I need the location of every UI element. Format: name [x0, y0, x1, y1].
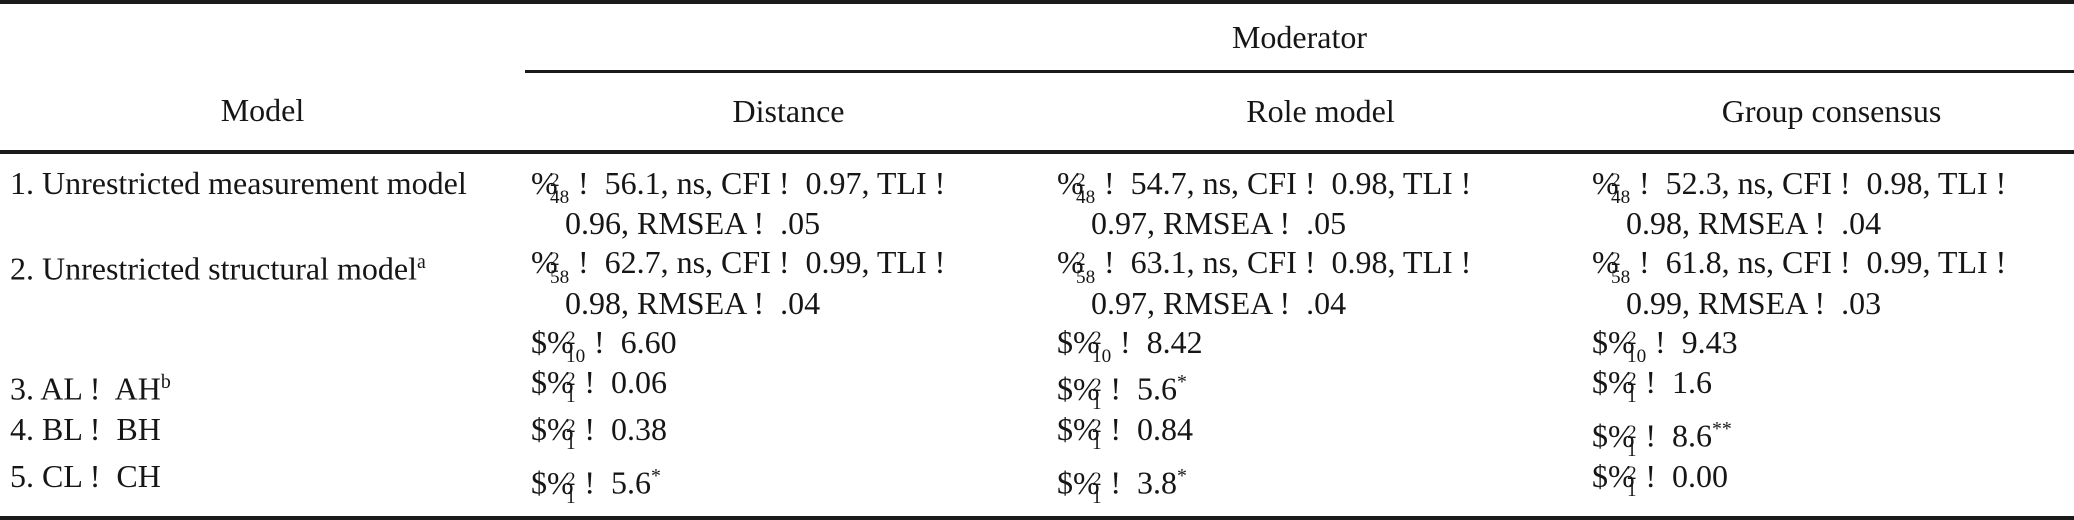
column-header-distance: Distance [525, 71, 1052, 154]
chi-square-glyph: % 2 58 [1592, 244, 1631, 288]
cell-distance: $% 2 1 ! 0.06 [525, 363, 1052, 410]
cell-line: 3. AL ! AHb [10, 370, 171, 407]
cell-role-model: $% 2 1 ! 5.6* [1052, 363, 1589, 414]
chi-square-glyph: % 2 1 [547, 363, 576, 408]
chi-square-glyph: % 2 10 [1608, 323, 1647, 367]
superscript: ** [1712, 417, 1732, 440]
cell-role-model: % 2 48 ! 54.7, ns, CFI ! 0.98, TLI ! 0.97, … [1052, 152, 1589, 243]
cell-model: 5. CL ! CH [0, 457, 525, 518]
superscript: * [1177, 464, 1187, 487]
cell-line: $% 2 10 ! 9.43 [1592, 323, 1738, 367]
cell-line: 0.98, RMSEA ! .04 [1626, 205, 1882, 242]
cell-group-consensus: % 2 58 ! 61.8, ns, CFI ! 0.99, TLI ! 0.99, … [1589, 243, 2074, 367]
cell-distance: $% 2 1 ! 5.6* [525, 457, 1052, 518]
cell-line: % 2 48 ! 54.7, ns, CFI ! 0.98, TLI ! [1057, 165, 1472, 209]
chi-square-glyph: % 2 48 [1057, 165, 1096, 209]
column-header-row: Model Distance Role model Group consensu… [0, 71, 2074, 154]
chi-square-glyph: % 2 58 [1057, 244, 1096, 288]
cell-model: 1. Unrestricted measurement model [0, 152, 525, 243]
chi-square-glyph: % 2 1 [1073, 410, 1102, 455]
cell-model: 4. BL ! BH [0, 410, 525, 457]
table-header: Moderator Model Distance Role model Grou… [0, 2, 2074, 154]
column-header-group-consensus: Group consensus [1589, 71, 2074, 154]
cell-model: 2. Unrestricted structural modela [0, 243, 525, 363]
cell-group-consensus: % 2 48 ! 52.3, ns, CFI ! 0.98, TLI ! 0.98, … [1589, 152, 2074, 243]
column-header-model: Model [0, 71, 525, 154]
column-header-role-model: Role model [1052, 71, 1589, 154]
cell-group-consensus: $% 2 1 ! 8.6** [1589, 410, 2074, 461]
cell-line: % 2 58 ! 63.1, ns, CFI ! 0.98, TLI ! [1057, 244, 1472, 288]
spanner-row: Moderator [0, 2, 2074, 73]
cell-line: 5. CL ! CH [10, 457, 161, 494]
cell-group-consensus: $% 2 1 ! 1.6 [1589, 363, 2074, 410]
cell-distance: % 2 58 ! 62.7, ns, CFI ! 0.99, TLI ! 0.98, … [525, 243, 1052, 367]
superscript: a [416, 251, 426, 274]
chi-square-glyph: % 2 48 [531, 165, 570, 209]
cell-line: % 2 48 ! 52.3, ns, CFI ! 0.98, TLI ! [1592, 165, 2007, 209]
cell-line: 0.96, RMSEA ! .05 [565, 205, 821, 242]
cell-line: $% 2 1 ! 5.6* [531, 464, 661, 508]
cell-line: 0.99, RMSEA ! .03 [1626, 284, 1882, 321]
cell-line: $% 2 1 ! 0.38 [531, 410, 667, 455]
table-body: 1. Unrestricted measurement model % 2 48 ! … [0, 152, 2074, 518]
cell-line: $% 2 1 ! 0.84 [1057, 410, 1193, 455]
cell-distance: % 2 48 ! 56.1, ns, CFI ! 0.97, TLI ! 0.96, … [525, 152, 1052, 243]
spanner-moderator: Moderator [525, 2, 2074, 73]
cell-distance: $% 2 1 ! 0.38 [525, 410, 1052, 457]
cell-role-model: $% 2 1 ! 3.8* [1052, 457, 1589, 518]
chi-square-glyph: % 2 1 [1608, 363, 1637, 408]
cell-line: 0.97, RMSEA ! .05 [1091, 205, 1347, 242]
table-row: 2. Unrestricted structural modela % 2 58 ! … [0, 243, 2074, 367]
superscript: * [1177, 370, 1187, 393]
cell-line: $% 2 1 ! 8.6** [1592, 417, 1732, 461]
cell-line: % 2 58 ! 62.7, ns, CFI ! 0.99, TLI ! [531, 244, 946, 288]
cell-line: 4. BL ! BH [10, 410, 161, 447]
cell-line: % 2 58 ! 61.8, ns, CFI ! 0.99, TLI ! [1592, 244, 2007, 288]
chi-square-glyph: % 2 10 [547, 323, 586, 367]
corner-cell [0, 2, 525, 72]
chi-square-glyph: % 2 1 [1608, 457, 1637, 502]
cell-line: $% 2 1 ! 5.6* [1057, 370, 1187, 414]
cell-line: $% 2 10 ! 6.60 [531, 323, 677, 367]
cell-line: % 2 48 ! 56.1, ns, CFI ! 0.97, TLI ! [531, 165, 946, 209]
table-row: 5. CL ! CH $% 2 1 ! 5.6* $% 2 1 ! 3.8* $% 2 1 ! 0… [0, 457, 2074, 518]
chi-square-glyph: % 2 58 [531, 244, 570, 288]
superscript: * [651, 464, 661, 487]
chi-square-glyph: % 2 1 [547, 464, 576, 508]
cell-role-model: % 2 58 ! 63.1, ns, CFI ! 0.98, TLI ! 0.97, … [1052, 243, 1589, 367]
cell-line: $% 2 1 ! 1.6 [1592, 363, 1712, 408]
chi-square-glyph: % 2 1 [547, 410, 576, 455]
chi-square-glyph: % 2 1 [1073, 464, 1102, 508]
cell-role-model: $% 2 1 ! 0.84 [1052, 410, 1589, 457]
cell-line: $% 2 10 ! 8.42 [1057, 323, 1203, 367]
cell-line: 1. Unrestricted measurement model [10, 165, 467, 201]
chi-square-glyph: % 2 1 [1073, 370, 1102, 414]
chi-square-glyph: % 2 48 [1592, 165, 1631, 209]
cell-line: 2. Unrestricted structural modela [10, 250, 426, 287]
cell-line: 0.97, RMSEA ! .04 [1091, 284, 1347, 321]
cell-line: $% 2 1 ! 0.00 [1592, 457, 1728, 502]
table-row: 1. Unrestricted measurement model % 2 48 ! … [0, 152, 2074, 243]
chi-square-glyph: % 2 1 [1608, 417, 1637, 461]
table-row: 3. AL ! AHb $% 2 1 ! 0.06 $% 2 1 ! 5.6* $% 2 1 ! … [0, 363, 2074, 414]
cell-model: 3. AL ! AHb [0, 363, 525, 410]
table-row: 4. BL ! BH $% 2 1 ! 0.38 $% 2 1 ! 0.84 $% 2 1 ! 8… [0, 410, 2074, 461]
chi-square-glyph: % 2 10 [1073, 323, 1112, 367]
cell-group-consensus: $% 2 1 ! 0.00 [1589, 457, 2074, 518]
cell-line: 0.98, RMSEA ! .04 [565, 284, 821, 321]
cell-line: $% 2 1 ! 3.8* [1057, 464, 1187, 508]
superscript: b [160, 370, 171, 393]
cell-line: $% 2 1 ! 0.06 [531, 363, 667, 408]
